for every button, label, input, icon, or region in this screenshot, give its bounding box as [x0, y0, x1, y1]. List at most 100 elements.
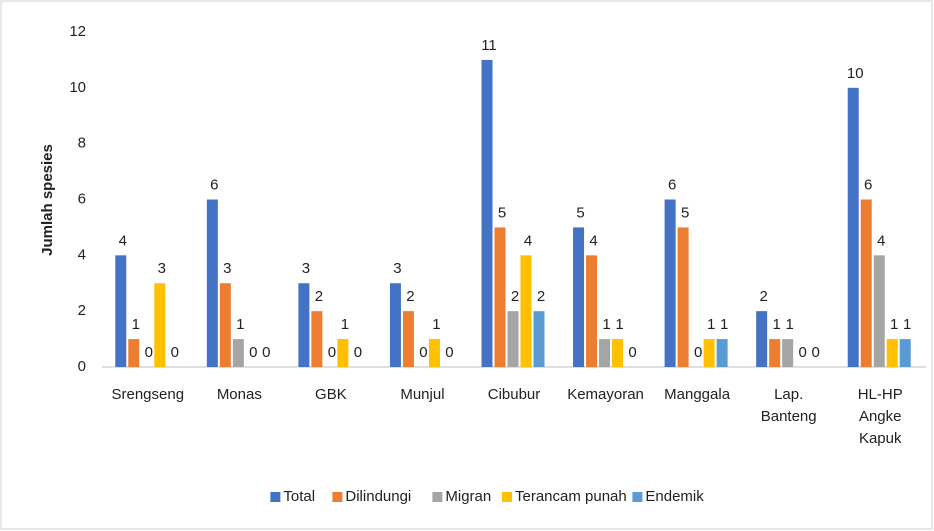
- legend-label: Dilindungi: [345, 488, 411, 505]
- legend-swatch: [502, 492, 512, 502]
- bar: [847, 87, 859, 367]
- data-label: 1: [602, 316, 610, 333]
- bar: [873, 255, 885, 367]
- x-tick-label: Manggala: [664, 386, 731, 403]
- y-tick-label: 10: [69, 79, 86, 96]
- data-label: 3: [158, 260, 166, 277]
- y-tick-label: 2: [78, 302, 86, 319]
- x-tick-label: Lap. Banteng: [761, 386, 817, 425]
- data-label: 1: [890, 316, 898, 333]
- bar: [154, 283, 166, 367]
- data-label: 0: [694, 344, 702, 361]
- bar: [599, 339, 611, 367]
- data-label: 2: [406, 288, 414, 305]
- y-tick-label: 6: [78, 190, 86, 207]
- legend-swatch: [432, 492, 443, 502]
- data-label: 2: [315, 288, 323, 305]
- data-label: 2: [759, 288, 767, 305]
- y-axis-label: Jumlah spesies: [39, 144, 56, 256]
- legend-label: Total: [283, 488, 315, 505]
- x-tick-label: Cibubur: [488, 386, 541, 403]
- bar: [860, 199, 872, 367]
- y-tick-label: 8: [78, 135, 86, 152]
- data-label: 2: [537, 288, 545, 305]
- data-label: 1: [720, 316, 728, 333]
- data-label: 0: [811, 344, 819, 361]
- data-label: 3: [393, 260, 401, 277]
- data-label: 6: [210, 176, 218, 193]
- bar: [756, 311, 768, 367]
- x-tick-label: GBK: [315, 386, 347, 403]
- bar: [481, 59, 493, 368]
- data-label: 5: [498, 204, 506, 221]
- data-label: 1: [615, 316, 623, 333]
- y-tick-label: 0: [78, 358, 86, 375]
- data-label: 6: [864, 176, 872, 193]
- bar: [573, 227, 585, 367]
- data-label: 1: [707, 316, 715, 333]
- bar: [886, 339, 898, 367]
- data-label: 1: [341, 316, 349, 333]
- data-label: 0: [628, 344, 636, 361]
- bar: [507, 311, 519, 367]
- data-label: 0: [419, 344, 427, 361]
- bar: [206, 199, 218, 367]
- data-label: 4: [524, 232, 532, 249]
- bar: [520, 255, 532, 367]
- legend-swatch: [632, 492, 643, 502]
- bar: [769, 339, 781, 367]
- bar: [311, 311, 323, 367]
- data-label: 3: [223, 260, 231, 277]
- bar: [612, 339, 624, 367]
- data-label: 0: [328, 344, 336, 361]
- data-label: 3: [302, 260, 310, 277]
- data-label: 1: [785, 316, 793, 333]
- bar: [232, 339, 244, 367]
- data-label: 10: [847, 65, 864, 82]
- data-label: 4: [119, 232, 127, 249]
- legend-swatch: [332, 492, 343, 502]
- bar: [586, 255, 598, 367]
- data-label: 1: [236, 316, 244, 333]
- bar: [402, 311, 414, 367]
- x-tick-label: HL-HP Angke Kapuk: [858, 386, 903, 447]
- legend-label: Endemik: [645, 488, 704, 505]
- data-label: 4: [589, 232, 597, 249]
- x-tick-label: Kemayoran: [567, 386, 644, 403]
- bar: [494, 227, 506, 367]
- data-label: 5: [576, 204, 584, 221]
- data-label: 0: [354, 344, 362, 361]
- legend-label: Terancam punah: [515, 488, 627, 505]
- data-label: 2: [511, 288, 519, 305]
- data-label: 0: [445, 344, 453, 361]
- y-tick-label: 4: [78, 246, 86, 263]
- bar: [677, 227, 689, 367]
- bar: [389, 283, 401, 367]
- data-label: 0: [145, 344, 153, 361]
- bar: [337, 339, 349, 367]
- bar: [703, 339, 715, 367]
- data-label: 1: [772, 316, 780, 333]
- data-label: 6: [668, 176, 676, 193]
- y-tick-label: 12: [69, 23, 86, 40]
- data-label: 0: [262, 344, 270, 361]
- bar: [128, 339, 140, 367]
- bar: [298, 283, 310, 367]
- bar: [219, 283, 231, 367]
- data-label: 1: [903, 316, 911, 333]
- data-label: 1: [432, 316, 440, 333]
- bar: [899, 339, 911, 367]
- data-label: 11: [481, 37, 497, 54]
- data-label: 4: [877, 232, 885, 249]
- data-label: 1: [132, 316, 140, 333]
- data-label: 0: [249, 344, 257, 361]
- bar: [782, 339, 794, 367]
- data-label: 5: [681, 204, 689, 221]
- x-tick-label: Munjul: [400, 386, 444, 403]
- legend-label: Migran: [445, 488, 491, 505]
- data-label: 0: [171, 344, 179, 361]
- x-tick-label: Srengseng: [111, 386, 184, 403]
- bar: [428, 339, 440, 367]
